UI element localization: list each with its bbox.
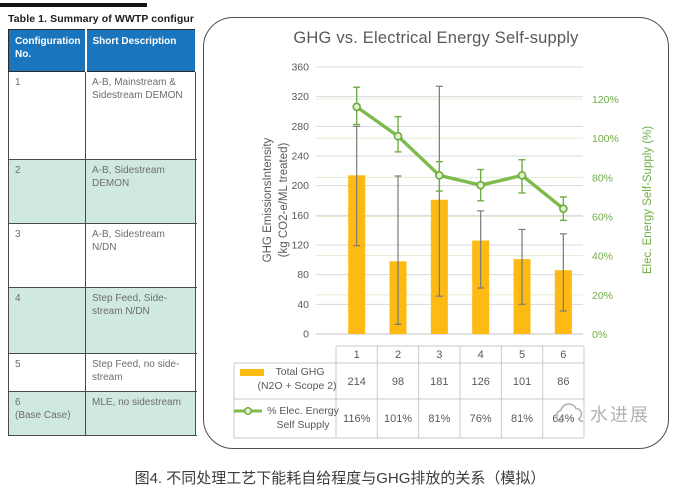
- wwtp-config-table: Configuration No. Short Description 1 A-…: [8, 29, 197, 436]
- svg-text:6: 6: [560, 349, 566, 361]
- marker-config-1: [352, 102, 361, 112]
- svg-text:214: 214: [348, 376, 366, 388]
- svg-text:320: 320: [291, 91, 309, 103]
- svg-text:3: 3: [436, 349, 442, 361]
- svg-text:360: 360: [291, 62, 309, 74]
- chart-panel: GHG vs. Electrical Energy Self-supply 0 4…: [203, 17, 669, 449]
- config-desc: A-B, Sidestream DEMON: [85, 159, 196, 224]
- table-row: 2 A-B, Sidestream DEMON: [8, 159, 197, 224]
- top-rule: [0, 3, 147, 7]
- table-row: 6 (Base Case) MLE, no sidestream: [8, 391, 197, 436]
- svg-text:120: 120: [291, 240, 309, 252]
- svg-text:0%: 0%: [592, 329, 607, 341]
- svg-text:86: 86: [557, 376, 569, 388]
- ghg-error-bars: [353, 85, 567, 325]
- svg-text:76%: 76%: [470, 413, 492, 425]
- svg-text:101: 101: [513, 376, 531, 388]
- config-desc: A-B, Mainstream & Sidestream DEMON: [85, 71, 196, 160]
- table-row: 3 A-B, Sidestream N/DN: [8, 223, 197, 288]
- marker-config-3: [435, 171, 444, 180]
- line-series-pct-elec: [355, 105, 565, 210]
- svg-text:120%: 120%: [592, 94, 619, 106]
- svg-text:40: 40: [297, 299, 309, 311]
- col-header-truncated: [194, 29, 197, 72]
- config-desc: Step Feed, Side-stream N/DN: [85, 287, 196, 354]
- config-no: 6 (Base Case): [8, 391, 86, 436]
- table1-title: Table 1. Summary of WWTP configur: [8, 13, 195, 25]
- svg-text:(kg CO2-e/ML treated): (kg CO2-e/ML treated): [278, 143, 290, 258]
- figure-caption: 图4. 不同处理工艺下能耗自给程度与GHG排放的关系（模拟）: [134, 470, 546, 487]
- svg-text:0: 0: [303, 329, 309, 341]
- table-row: 5 Step Feed, no side-stream: [8, 353, 197, 392]
- marker-config-6: [559, 204, 568, 213]
- svg-text:98: 98: [392, 376, 404, 388]
- col-header-configuration-no: Configuration No.: [8, 29, 86, 72]
- svg-text:% Elec. Energy: % Elec. Energy: [267, 405, 340, 417]
- config-no: 2: [8, 159, 86, 224]
- legend-total-ghg: Total GHG (N2O + Scope 2): [240, 366, 337, 392]
- marker-config-4: [476, 180, 485, 190]
- watermark: 水进展: [553, 401, 650, 427]
- table-row: 4 Step Feed, Side-stream N/DN: [8, 287, 197, 354]
- svg-text:Elec. Energy Self-Supply (%): Elec. Energy Self-Supply (%): [642, 126, 654, 274]
- svg-text:2: 2: [395, 349, 401, 361]
- bar-config-1: [348, 175, 366, 334]
- svg-text:4: 4: [478, 349, 484, 361]
- watermark-text: 水进展: [590, 405, 650, 425]
- ghg-values-row: 214 98 181 126 101 86: [348, 376, 570, 388]
- svg-text:200: 200: [291, 180, 309, 192]
- svg-text:80: 80: [297, 269, 309, 281]
- svg-text:280: 280: [291, 121, 309, 133]
- svg-text:181: 181: [430, 376, 448, 388]
- bar-series-total-ghg: [348, 175, 572, 334]
- svg-text:1: 1: [354, 349, 360, 361]
- pct-error-bars: [353, 86, 567, 222]
- svg-text:(N2O + Scope 2): (N2O + Scope 2): [257, 380, 336, 392]
- svg-text:Self Supply: Self Supply: [276, 419, 330, 431]
- svg-text:81%: 81%: [511, 413, 533, 425]
- pct-values-row: 116% 101% 81% 76% 81% 64%: [343, 413, 575, 425]
- config-desc: MLE, no sidestream: [85, 391, 196, 436]
- chart-title: GHG vs. Electrical Energy Self-supply: [293, 29, 579, 47]
- table-header-row: Configuration No. Short Description: [8, 29, 197, 72]
- config-no: 1: [8, 71, 86, 160]
- chart-svg: 0 40 80 120 160 200 240 280 320 360 0% 20% 40% 60% 80%…: [233, 62, 654, 439]
- config-no: 3: [8, 223, 86, 288]
- svg-text:20%: 20%: [592, 290, 613, 302]
- line-markers: [352, 102, 568, 213]
- svg-text:81%: 81%: [428, 413, 450, 425]
- legend-pct-elec: % Elec. Energy Self Supply: [234, 405, 340, 431]
- config-desc: Step Feed, no side-stream: [85, 353, 196, 392]
- svg-text:5: 5: [519, 349, 525, 361]
- svg-text:240: 240: [291, 151, 309, 163]
- svg-text:64%: 64%: [552, 413, 574, 425]
- svg-text:GHG EmissionsIntensity: GHG EmissionsIntensity: [262, 137, 274, 262]
- svg-text:40%: 40%: [592, 251, 613, 263]
- svg-text:116%: 116%: [343, 413, 371, 425]
- config-no: 5: [8, 353, 86, 392]
- watermark-cloud-icon: [555, 403, 584, 423]
- svg-text:60%: 60%: [592, 212, 613, 224]
- svg-text:80%: 80%: [592, 172, 613, 184]
- svg-text:100%: 100%: [592, 133, 619, 145]
- marker-config-2: [393, 131, 403, 141]
- table-row: 1 A-B, Mainstream & Sidestream DEMON: [8, 71, 197, 160]
- col-header-short-description: Short Description: [84, 29, 196, 72]
- left-axis-ticks: 0 40 80 120 160 200 240 280 320 360: [291, 62, 309, 341]
- svg-text:126: 126: [472, 376, 490, 388]
- config-desc: A-B, Sidestream N/DN: [85, 223, 196, 288]
- marker-config-5: [517, 171, 527, 180]
- right-axis-ticks: 0% 20% 40% 60% 80% 100% 120%: [592, 94, 619, 341]
- svg-text:Total GHG: Total GHG: [275, 366, 324, 378]
- axis-titles: GHG EmissionsIntensity (kg CO2-e/ML treat…: [262, 126, 654, 274]
- category-labels: 1 2 3 4 5 6: [354, 349, 567, 361]
- svg-text:101%: 101%: [384, 413, 412, 425]
- data-table-grid: [233, 345, 585, 439]
- svg-text:160: 160: [291, 210, 309, 222]
- config-no: 4: [8, 287, 86, 354]
